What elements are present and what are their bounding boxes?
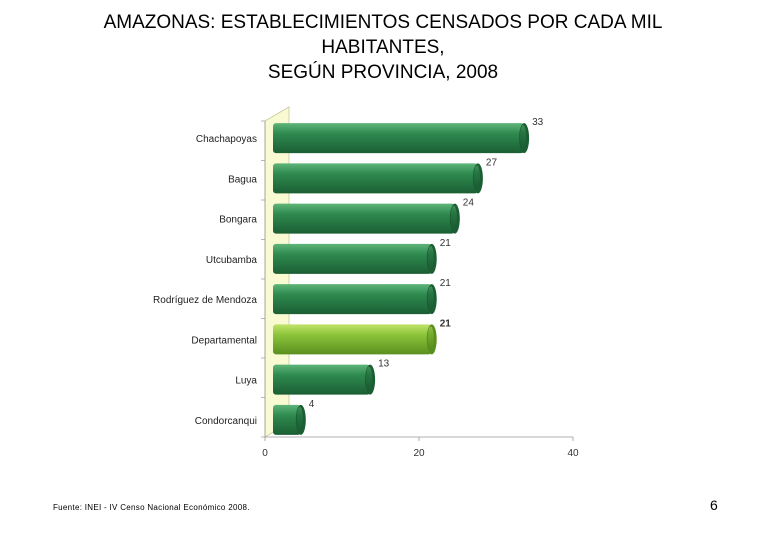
chart-title-line-3: SEGÚN PROVINCIA, 2008 xyxy=(267,62,499,83)
data-label: 27 xyxy=(486,157,498,168)
bar-end-shine xyxy=(366,366,373,389)
bar-body xyxy=(273,243,432,274)
bar-end-shine xyxy=(296,406,303,429)
bar-end-shine xyxy=(520,125,527,148)
category-label: Utcubamba xyxy=(206,255,258,266)
bar xyxy=(273,123,530,154)
data-label: 33 xyxy=(532,117,544,128)
bar-end-shine xyxy=(450,205,457,228)
x-axis: 0 20 40 xyxy=(262,121,579,459)
x-tick-label: 20 xyxy=(413,448,425,459)
bar-body xyxy=(273,404,301,435)
category-label: Condorcanqui xyxy=(195,416,257,427)
bar-body xyxy=(273,364,371,395)
bar xyxy=(273,243,437,274)
bar xyxy=(273,203,460,234)
page-number: 6 xyxy=(710,497,718,513)
bar-end-shine xyxy=(427,245,434,268)
bar xyxy=(273,324,437,355)
chart-title-line-1: AMAZONAS: ESTABLECIMIENTOS CENSADOS POR … xyxy=(103,12,663,33)
data-label: 13 xyxy=(378,359,390,370)
x-tick-label: 40 xyxy=(567,448,579,459)
bar-body xyxy=(273,203,455,234)
bar-end-shine xyxy=(473,165,480,188)
x-tick-label: 0 xyxy=(262,448,268,459)
bar xyxy=(273,364,376,395)
category-label: Rodríguez de Mendoza xyxy=(153,295,257,306)
data-label: 4 xyxy=(309,399,315,410)
category-label: Luya xyxy=(235,376,257,387)
category-label: Chachapoyas xyxy=(196,134,257,145)
bar xyxy=(273,404,306,435)
bar xyxy=(273,163,483,194)
chart-title: AMAZONAS: ESTABLECIMIENTOS CENSADOS POR … xyxy=(0,10,766,85)
data-label: 24 xyxy=(463,198,475,209)
category-label: Departamental xyxy=(191,335,257,346)
category-label: Bagua xyxy=(228,174,257,185)
chart-title-line-2: HABITANTES, xyxy=(321,37,445,58)
bar-body xyxy=(273,324,432,355)
source-footnote: Fuente: INEI - IV Censo Nacional Económi… xyxy=(53,503,250,512)
bar-body xyxy=(273,163,478,194)
bar xyxy=(273,284,437,315)
bars xyxy=(273,123,530,435)
bar-body xyxy=(273,284,432,315)
bar-body xyxy=(273,123,525,154)
data-label: 21 xyxy=(440,238,452,249)
bar-end-shine xyxy=(427,286,434,309)
category-label: Bongara xyxy=(219,215,257,226)
bar-end-shine xyxy=(427,326,434,349)
data-label: 21 xyxy=(440,278,452,289)
data-label: 21 xyxy=(440,318,452,329)
labels: Chachapoyas 33 Bagua 27 Bongara 24 Utcubamba 21… xyxy=(153,117,544,427)
